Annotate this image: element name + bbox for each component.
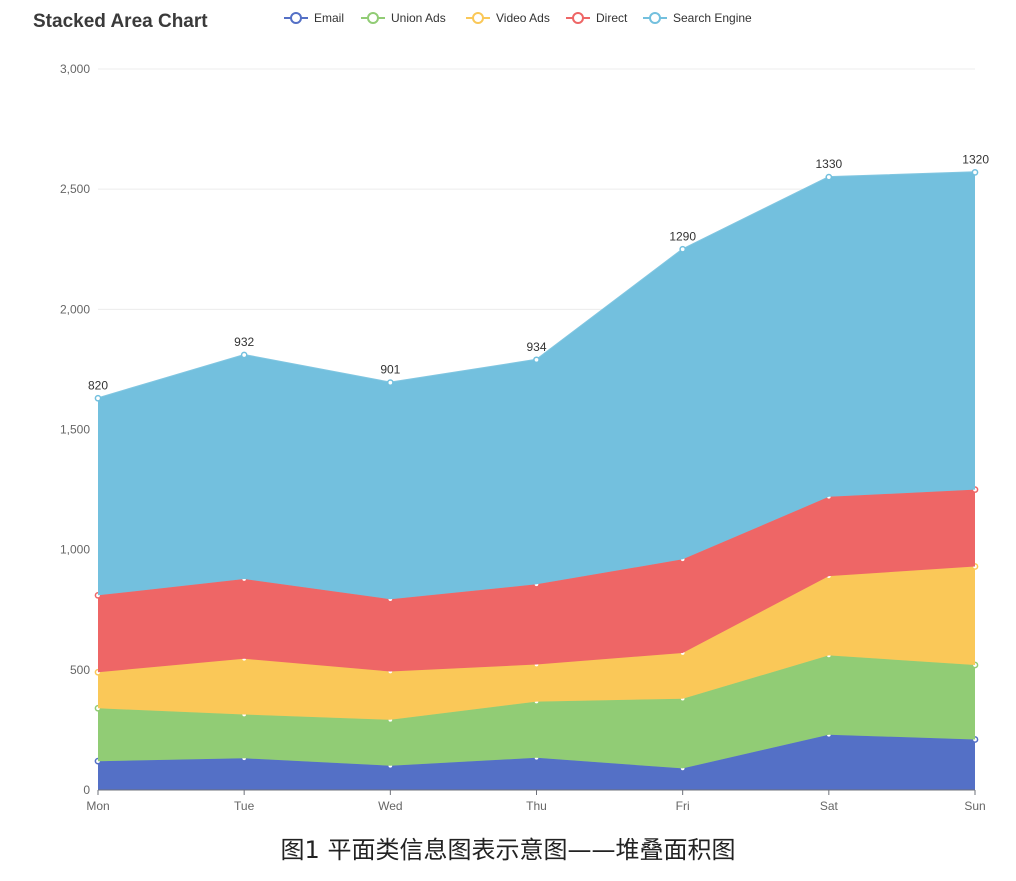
y-tick-label: 2,500 bbox=[60, 182, 90, 196]
x-tick-label: Thu bbox=[526, 799, 547, 813]
x-tick-label: Fri bbox=[676, 799, 690, 813]
area-layers bbox=[94, 168, 979, 790]
area-email bbox=[98, 734, 975, 790]
y-axis: 0 500 1,000 1,500 2,000 2,500 3,000 bbox=[60, 62, 90, 797]
legend-marker bbox=[290, 12, 302, 24]
data-point bbox=[240, 351, 248, 359]
data-label: 1290 bbox=[669, 229, 696, 243]
area-union-ads bbox=[98, 655, 975, 769]
legend-item-email: Email bbox=[284, 11, 344, 25]
figure-caption: 图1 平面类信息图表示意图——堆叠面积图 bbox=[280, 836, 736, 864]
y-tick-label: 1,000 bbox=[60, 543, 90, 557]
data-point bbox=[386, 379, 394, 386]
data-point bbox=[679, 245, 687, 253]
data-point bbox=[94, 394, 102, 402]
legend-item-search-engine: Search Engine bbox=[643, 11, 752, 25]
area-search-engine bbox=[98, 172, 975, 600]
x-tick-label: Tue bbox=[234, 799, 255, 813]
data-label: 820 bbox=[88, 378, 108, 392]
data-label: 932 bbox=[234, 335, 254, 349]
data-point bbox=[825, 173, 833, 181]
x-tick-label: Sun bbox=[964, 799, 985, 813]
legend-label: Video Ads bbox=[496, 11, 550, 25]
legend-marker bbox=[649, 12, 661, 24]
legend-label: Direct bbox=[596, 11, 628, 25]
legend-marker bbox=[572, 12, 584, 24]
x-tick-label: Mon bbox=[86, 799, 109, 813]
legend: Email Union Ads Video Ads Direct Search Engi… bbox=[284, 11, 752, 25]
legend-marker bbox=[472, 12, 484, 24]
y-tick-label: 1,500 bbox=[60, 423, 90, 437]
legend-marker bbox=[367, 12, 379, 24]
area-video-ads bbox=[98, 566, 975, 720]
data-label: 1320 bbox=[962, 152, 989, 166]
x-tick-label: Wed bbox=[378, 799, 402, 813]
legend-label: Search Engine bbox=[673, 11, 752, 25]
legend-item-union-ads: Union Ads bbox=[361, 11, 446, 25]
data-label: 1330 bbox=[815, 157, 842, 171]
data-point bbox=[533, 356, 540, 364]
chart-title: Stacked Area Chart bbox=[33, 11, 208, 32]
data-point bbox=[971, 168, 979, 176]
legend-label: Union Ads bbox=[391, 11, 446, 25]
y-tick-label: 3,000 bbox=[60, 62, 90, 76]
stacked-area-chart: Stacked Area Chart Email Union Ads Video A… bbox=[33, 11, 989, 813]
x-tick-label: Sat bbox=[820, 799, 839, 813]
y-tick-label: 0 bbox=[83, 783, 90, 797]
data-labels: 820 932 901 934 1290 1330 1320 bbox=[88, 152, 989, 392]
data-label: 934 bbox=[526, 340, 546, 354]
legend-item-video-ads: Video Ads bbox=[466, 11, 550, 25]
data-label: 901 bbox=[380, 363, 400, 377]
legend-item-direct: Direct bbox=[566, 11, 628, 25]
y-tick-label: 500 bbox=[70, 663, 90, 677]
y-tick-label: 2,000 bbox=[60, 302, 90, 316]
legend-label: Email bbox=[314, 11, 344, 25]
x-axis: Mon Tue Wed Thu Fri Sat Sun bbox=[86, 789, 986, 813]
area-direct bbox=[98, 489, 975, 673]
